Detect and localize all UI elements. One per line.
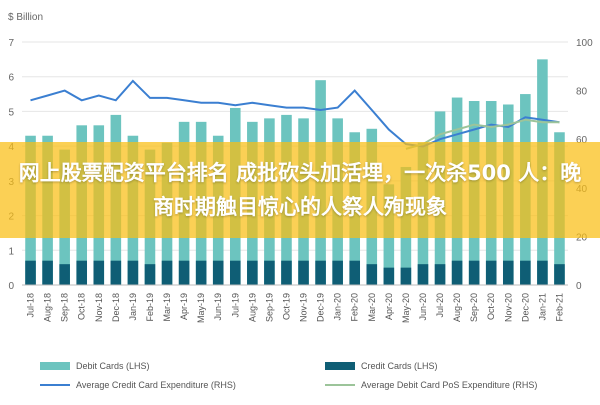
credit-bar [417,264,429,285]
x-tick-label: Mar-19 [162,293,172,322]
credit-bar [383,267,395,285]
x-tick-label: Jul-18 [26,293,36,318]
x-tick-label: Nov-20 [503,293,513,322]
credit-bar [212,260,224,285]
credit-bar [298,260,309,285]
x-tick-label: Nov-18 [94,293,104,322]
x-tick-label: Sep-20 [469,293,479,322]
avg-debit-line [405,118,560,150]
legend-label: Average Debit Card PoS Expenditure (RHS) [361,380,538,390]
left-axis-unit: $ Billion [8,12,43,23]
x-tick-label: Dec-20 [520,293,530,322]
credit-bar [281,260,292,285]
credit-bar [161,260,173,285]
credit-bar [349,260,361,285]
credit-bar [178,260,190,285]
left-tick-label: 7 [8,38,14,49]
right-tick-label: 0 [576,281,582,292]
x-tick-label: Aug-20 [452,293,462,322]
credit-bar [42,260,53,285]
legend-line [40,384,70,386]
x-tick-label: Feb-21 [554,293,564,322]
x-tick-label: Dec-19 [316,293,326,322]
left-tick-label: 6 [8,73,14,84]
legend-label: Debit Cards (LHS) [76,361,150,371]
credit-bar [59,264,70,285]
legend-swatch [325,362,355,370]
credit-bar [110,260,122,285]
headline-text[interactable]: 网上股票配资平台排名 成批砍头加活埋，一次杀500 人：晚商时期触目惊心的人祭人… [18,161,582,219]
x-tick-label: Nov-19 [299,293,309,322]
legend-debit-cards: Debit Cards (LHS) [40,361,150,371]
right-tick-label: 60 [576,135,588,146]
x-tick-label: Aug-18 [43,293,53,322]
credit-bar [315,260,326,285]
right-tick-label: 100 [576,38,593,49]
x-tick-label: Oct-20 [486,293,496,320]
headline-banner[interactable]: 网上股票配资平台排名 成批砍头加活埋，一次杀500 人：晚商时期触目惊心的人祭人… [0,142,600,238]
x-tick-label: Jun-19 [213,293,223,321]
x-tick-label: Aug-19 [247,293,257,322]
x-tick-label: Feb-19 [145,293,155,322]
legend-swatch [40,362,70,370]
x-tick-label: Oct-19 [281,293,291,320]
legend-credit-cards: Credit Cards (LHS) [325,361,438,371]
legend-avg-debit: Average Debit Card PoS Expenditure (RHS) [325,380,537,390]
legend-label: Average Credit Card Expenditure (RHS) [76,380,236,390]
x-tick-label: Sep-19 [264,293,274,322]
x-tick-label: Mar-20 [367,293,377,322]
left-tick-label: 5 [8,107,14,118]
legend-avg-credit: Average Credit Card Expenditure (RHS) [40,380,236,390]
credit-bar [520,260,531,285]
x-tick-label: May-19 [196,293,206,323]
x-tick-label: May-20 [401,293,411,323]
line-series [30,79,560,150]
x-axis: Jul-18 Aug-18 Sep-18 Oct-18 Nov-18 Dec-18 Jan-… [22,284,568,323]
left-tick-label: 0 [8,281,14,292]
legend-label: Credit Cards (LHS) [361,361,438,371]
right-tick-label: 80 [576,87,588,98]
x-tick-label: Oct-18 [77,293,87,320]
credit-bar [264,260,275,285]
x-tick-label: Jan-20 [333,293,343,321]
credit-bar [76,260,88,285]
credit-bar [468,260,480,285]
credit-bar [229,260,241,285]
credit-bar [144,264,156,285]
credit-bar [485,260,497,285]
credit-bar [25,260,36,285]
x-tick-label: Jul-19 [230,293,240,318]
x-tick-label: Feb-20 [350,293,360,322]
credit-bar [434,264,446,285]
x-tick-label: Jun-20 [418,293,428,321]
x-tick-label: Dec-18 [111,293,121,322]
x-tick-label: Sep-18 [60,293,70,322]
credit-bar [332,260,343,285]
credit-bar [93,260,105,285]
credit-bar [451,260,463,285]
credit-bar [502,260,514,285]
credit-bar [127,260,139,285]
credit-bar [554,264,565,285]
left-tick-label: 1 [8,246,14,257]
x-tick-label: Jan-21 [537,293,547,321]
credit-bar [366,264,378,285]
legend-line [325,384,355,386]
x-tick-label: Jan-19 [128,293,138,321]
credit-bar [195,260,207,285]
credit-bar [537,260,548,285]
credit-bar [400,267,412,285]
x-tick-label: Apr-19 [179,293,189,320]
x-tick-label: Apr-20 [384,293,394,320]
avg-credit-line [30,79,560,148]
credit-bar [247,260,258,285]
x-tick-label: Jul-20 [435,293,445,318]
